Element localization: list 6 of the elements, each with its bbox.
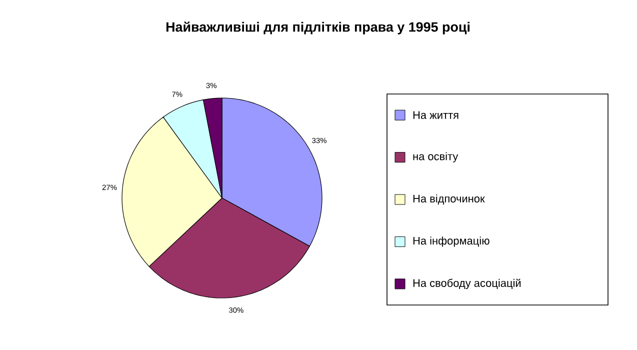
legend-label: на освіту xyxy=(413,152,458,162)
legend-label: На інформацію xyxy=(413,236,490,247)
legend-label: На відпочинок xyxy=(413,194,485,205)
legend-label: На життя xyxy=(413,111,458,119)
chart-title: Найважливіші для підлітків права у 1995 році xyxy=(166,22,470,34)
legend-label: На свободу асоціацій xyxy=(413,278,521,290)
